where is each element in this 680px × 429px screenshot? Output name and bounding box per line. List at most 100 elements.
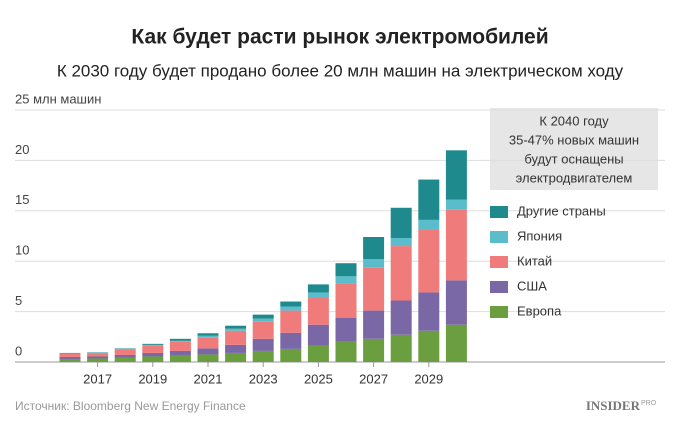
y-tick-label: 20	[15, 142, 29, 157]
x-tick-label: 2021	[194, 371, 223, 386]
bar-segment	[280, 301, 302, 307]
bar-segment	[59, 356, 81, 359]
bar-segment	[418, 330, 440, 362]
bar-segment	[225, 325, 247, 329]
bar-segment	[142, 344, 164, 346]
bar-segment	[59, 353, 81, 357]
bar-segment	[390, 246, 412, 301]
bar-segment	[169, 338, 191, 341]
bar-segment	[418, 229, 440, 293]
annotation-line: будут оснащены	[524, 151, 623, 166]
chart-subtitle: К 2030 году будет продано более 20 млн м…	[57, 61, 624, 80]
bar-segment	[363, 310, 385, 339]
bar-segment	[390, 238, 412, 247]
bar-segment	[335, 283, 357, 318]
bar-segment	[114, 349, 136, 355]
bar-segment	[142, 343, 164, 345]
bar-segment	[59, 353, 81, 354]
annotation-line: К 2040 году	[539, 113, 609, 128]
y-tick-label: 15	[15, 192, 29, 207]
bar-segment	[390, 300, 412, 335]
bar-segment	[142, 352, 164, 357]
bar-segment	[114, 348, 136, 350]
bar-segment	[59, 358, 81, 362]
bar-segment	[307, 292, 329, 298]
bar-segment	[252, 350, 274, 362]
bar-segment	[87, 358, 109, 362]
bar-segment	[169, 341, 191, 351]
legend-label: Китай	[517, 253, 552, 268]
legend-swatch	[490, 306, 508, 318]
bar-segment	[197, 348, 219, 355]
bar-segment	[87, 352, 109, 353]
bar-segment	[445, 324, 467, 362]
bar-segment	[363, 259, 385, 268]
bar-segment	[363, 237, 385, 260]
bar-segment	[252, 321, 274, 339]
x-tick-label: 2029	[414, 371, 443, 386]
bar-segment	[307, 324, 329, 346]
legend-label: Япония	[517, 228, 562, 243]
legend-swatch	[490, 206, 508, 218]
bar-segment	[225, 328, 247, 331]
x-tick-label: 2025	[304, 371, 333, 386]
logo-suffix: PRO	[641, 400, 657, 407]
y-tick-label: 25 млн машин	[15, 91, 101, 106]
source: Источник: Bloomberg New Energy Finance	[15, 399, 246, 413]
bar-segment	[252, 318, 274, 322]
bar-segment	[280, 348, 302, 362]
bar-segment	[225, 352, 247, 362]
bar-segment	[87, 356, 109, 359]
bar-segment	[114, 354, 136, 358]
bar-segment	[445, 280, 467, 325]
bar-segment	[307, 345, 329, 362]
bar-segment	[169, 350, 191, 356]
bar-segment	[335, 276, 357, 284]
x-tick-label: 2027	[359, 371, 388, 386]
annotation-line: 35-47% новых машин	[509, 132, 639, 147]
bar-segment	[418, 292, 440, 331]
bar-segment	[87, 352, 109, 354]
annotation-line: электродвигателем	[516, 170, 633, 185]
bar-segment	[418, 179, 440, 220]
bar-segment	[142, 356, 164, 362]
legend-label: США	[517, 278, 547, 293]
bar-segment	[335, 317, 357, 342]
chart-title: Как будет расти рынок электромобилей	[131, 26, 548, 49]
legend-label: Европа	[517, 303, 562, 318]
bar-segment	[445, 199, 467, 210]
legend-swatch	[490, 256, 508, 268]
bar-segment	[307, 297, 329, 325]
annotation-box	[490, 108, 658, 190]
bar-segment	[445, 150, 467, 200]
bar-segment	[445, 209, 467, 281]
bar-segment	[418, 219, 440, 230]
legend-label: Другие страны	[517, 203, 606, 218]
bar-segment	[197, 337, 219, 349]
legend-swatch	[490, 281, 508, 293]
bar-segment	[363, 338, 385, 362]
bar-segment	[252, 338, 274, 351]
bar-segment	[307, 284, 329, 293]
y-tick-label: 5	[15, 293, 22, 308]
bar-segment	[390, 207, 412, 239]
bar-segment	[114, 357, 136, 362]
bar-segment	[197, 335, 219, 338]
x-tick-label: 2019	[138, 371, 167, 386]
x-tick-label: 2017	[83, 371, 112, 386]
bar-segment	[87, 353, 109, 357]
bar-segment	[197, 333, 219, 336]
x-tick-label: 2023	[249, 371, 278, 386]
bar-segment	[252, 314, 274, 319]
bar-segment	[280, 306, 302, 311]
bar-segment	[280, 332, 302, 349]
bar-segment	[114, 348, 136, 349]
bar-segment	[59, 352, 81, 354]
y-tick-label: 0	[15, 343, 22, 358]
bar-segment	[335, 341, 357, 362]
bar-segment	[225, 344, 247, 353]
bar-segment	[363, 267, 385, 311]
bar-segment	[142, 345, 164, 353]
bar-segment	[335, 263, 357, 277]
